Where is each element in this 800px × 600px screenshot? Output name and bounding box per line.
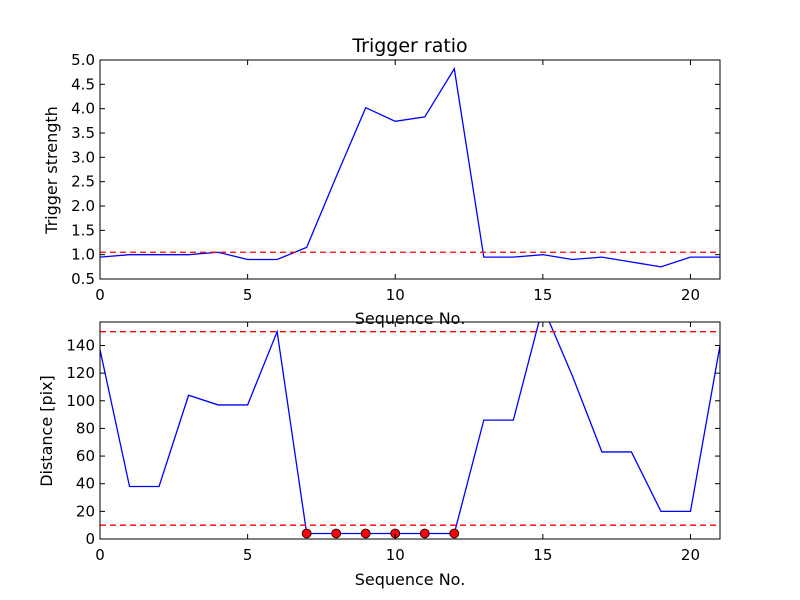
series-line — [100, 66, 720, 268]
x-tick-label: 10 — [386, 546, 405, 564]
plot-area — [100, 66, 720, 268]
data-point — [360, 528, 371, 539]
data-point — [419, 528, 430, 539]
y-tick-label: 2.5 — [71, 173, 95, 191]
x-tick-label: 5 — [243, 546, 253, 564]
x-tick-label: 0 — [95, 546, 105, 564]
chart-title: Trigger ratio — [351, 35, 467, 57]
series-line — [100, 322, 720, 535]
y-tick-label: 3.0 — [71, 148, 95, 166]
y-tick-label: 100 — [66, 392, 95, 410]
y-tick-label: 0 — [85, 530, 95, 548]
x-tick-label: 5 — [243, 286, 253, 304]
y-tick-label: 4.0 — [71, 100, 95, 118]
y-tick-label: 60 — [76, 447, 95, 465]
y-axis-label: Trigger strength — [42, 106, 61, 235]
plot-frame — [99, 321, 721, 540]
y-tick-label: 1.5 — [71, 221, 95, 239]
y-tick-label: 80 — [76, 419, 95, 437]
y-tick-label: 140 — [66, 336, 95, 354]
trigger-ratio-panel: Trigger ratio Sequence No. Trigger stren… — [42, 35, 721, 328]
y-tick-label: 120 — [66, 364, 95, 382]
x-tick-label: 15 — [533, 286, 552, 304]
plot-area — [100, 322, 720, 539]
data-point — [449, 528, 460, 539]
x-tick-label: 10 — [386, 286, 405, 304]
x-tick-label: 15 — [533, 546, 552, 564]
x-axis-label: Sequence No. — [355, 570, 466, 589]
x-axis-label: Sequence No. — [355, 309, 466, 328]
y-axis-label: Distance [pix] — [37, 375, 56, 487]
distance-panel: Sequence No. Distance [pix] 0 5 10 15 20 0 20 4… — [37, 321, 721, 589]
y-tick-label: 2.0 — [71, 197, 95, 215]
x-tick-label: 0 — [95, 286, 105, 304]
y-tick-label: 5.0 — [71, 51, 95, 69]
x-tick-label: 20 — [681, 546, 700, 564]
y-tick-label: 3.5 — [71, 124, 95, 142]
x-tick-label: 20 — [681, 286, 700, 304]
data-point — [301, 528, 312, 539]
plot-frame — [99, 59, 721, 280]
y-tick-label: 4.5 — [71, 75, 95, 93]
y-tick-label: 0.5 — [71, 270, 95, 288]
data-point — [331, 528, 342, 539]
y-tick-label: 40 — [76, 475, 95, 493]
y-tick-label: 1.0 — [71, 246, 95, 264]
y-tick-label: 20 — [76, 502, 95, 520]
